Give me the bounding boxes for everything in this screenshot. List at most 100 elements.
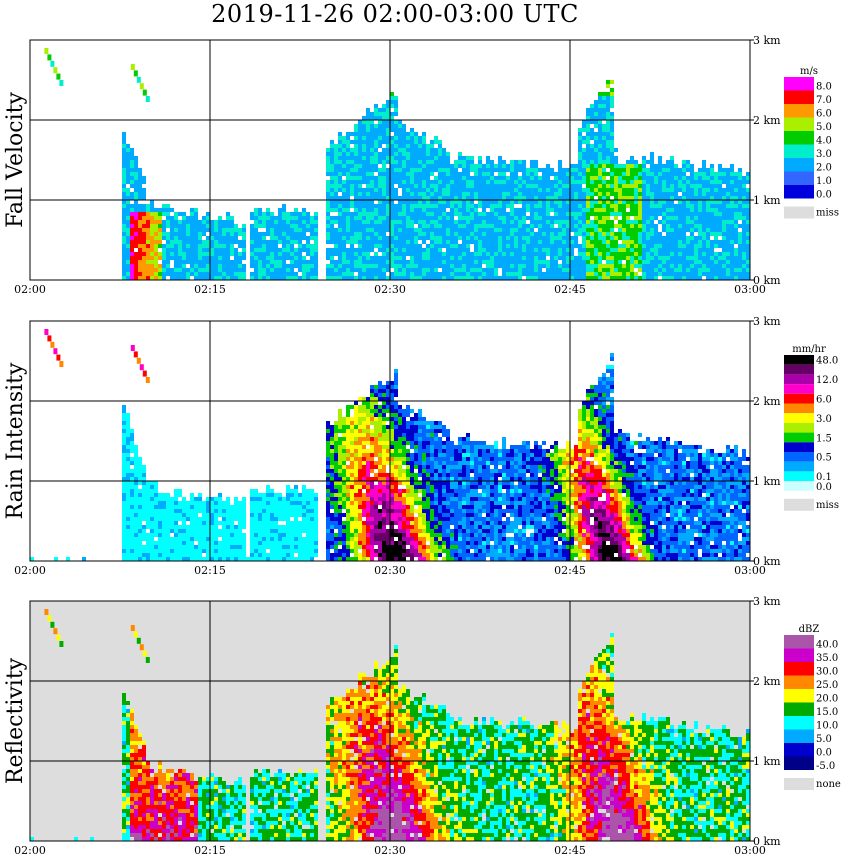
legend-label: 0.0 bbox=[816, 190, 832, 201]
panel-ylabel: Rain Intensity bbox=[3, 362, 28, 519]
legend-label: -5.0 bbox=[816, 761, 835, 772]
legend-swatch bbox=[784, 481, 814, 491]
legend-swatch bbox=[784, 77, 814, 91]
legend-unit: mm/hr bbox=[792, 344, 826, 355]
y-tick-label: 2 km bbox=[753, 114, 781, 127]
legend-swatch bbox=[784, 422, 814, 433]
panel-ylabel: Fall Velocity bbox=[3, 92, 28, 228]
legend-label: 0.1 bbox=[816, 472, 832, 483]
legend-swatch bbox=[784, 743, 814, 757]
x-tick-label: 02:00 bbox=[14, 844, 46, 857]
legend-fall-velocity: m/s 8.0 7.0 6.0 5.0 4.0 3.0 2.0 1.0 0.0 miss bbox=[784, 66, 839, 219]
legend-swatch bbox=[784, 716, 814, 730]
y-tick-label: 1 km bbox=[753, 475, 781, 488]
legend-label: 0.0 bbox=[816, 482, 832, 493]
plot-frame bbox=[29, 320, 751, 562]
x-tick-label: 02:30 bbox=[374, 844, 406, 857]
legend-swatch bbox=[784, 461, 814, 472]
panel-fall-velocity: 02:00 02:15 02:30 02:45 03:00 3 km 2 km 1 km 0 k… bbox=[3, 34, 839, 296]
x-tick-label: 02:45 bbox=[554, 564, 586, 577]
x-tick-label: 02:45 bbox=[554, 844, 586, 857]
legend-label: 4.0 bbox=[816, 136, 832, 147]
legend-label: 25.0 bbox=[816, 680, 838, 691]
legend-label: 30.0 bbox=[816, 667, 838, 678]
legend-label: 0.0 bbox=[816, 748, 832, 759]
y-tick-label: 2 km bbox=[753, 675, 781, 688]
legend-label: 20.0 bbox=[816, 694, 838, 705]
legend-miss-swatch bbox=[784, 778, 814, 790]
y-tick-label: 3 km bbox=[753, 315, 781, 328]
legend-label: 3.0 bbox=[816, 149, 832, 160]
x-tick-label: 03:00 bbox=[734, 844, 766, 857]
legend-miss-label: miss bbox=[816, 208, 839, 219]
x-tick-label: 02:00 bbox=[14, 283, 46, 296]
legend-swatch bbox=[784, 471, 814, 482]
legend-label: 15.0 bbox=[816, 707, 838, 718]
legend-swatch bbox=[784, 413, 814, 423]
x-tick-label: 02:30 bbox=[374, 283, 406, 296]
panel-reflectivity: 02:00 02:15 02:30 02:45 03:00 3 km 2 km 1 km 0 k… bbox=[3, 595, 841, 857]
legend-swatch bbox=[784, 403, 814, 414]
x-tick-label: 03:00 bbox=[734, 283, 766, 296]
legend-swatch bbox=[784, 185, 814, 199]
echo-field bbox=[44, 48, 750, 280]
x-tick-label: 02:15 bbox=[194, 564, 226, 577]
panel-rain-intensity: 02:00 02:15 02:30 02:45 03:00 3 km 2 km 1 km 0 k… bbox=[3, 315, 839, 577]
legend-swatch bbox=[784, 452, 814, 462]
x-tick-label: 02:15 bbox=[194, 844, 226, 857]
y-tick-label: 0 km bbox=[753, 274, 781, 287]
plot-frame bbox=[29, 39, 751, 281]
legend-swatch bbox=[784, 384, 814, 394]
legend-swatch bbox=[784, 702, 814, 716]
echo-field bbox=[30, 329, 750, 561]
legend-swatch bbox=[784, 675, 814, 689]
legend-swatch bbox=[784, 144, 814, 158]
legend-swatch bbox=[784, 374, 814, 385]
legend-swatch bbox=[784, 756, 814, 770]
x-tick-label: 02:15 bbox=[194, 283, 226, 296]
legend-swatch bbox=[784, 393, 814, 404]
legend-swatch bbox=[784, 171, 814, 185]
legend-swatch bbox=[784, 117, 814, 131]
legend-unit: dBZ bbox=[799, 624, 820, 635]
legend-label: 3.0 bbox=[816, 414, 832, 425]
legend-label: 8.0 bbox=[816, 82, 832, 93]
legend-miss-label: miss bbox=[816, 500, 839, 511]
legend-swatch bbox=[784, 729, 814, 743]
plot-frame bbox=[29, 600, 751, 842]
x-tick-label: 02:00 bbox=[14, 564, 46, 577]
legend-swatch bbox=[784, 355, 814, 365]
y-tick-label: 3 km bbox=[753, 34, 781, 47]
legend-miss-swatch bbox=[784, 498, 814, 511]
legend-swatch bbox=[784, 131, 814, 145]
legend-swatch bbox=[784, 90, 814, 104]
echo-field bbox=[30, 609, 750, 841]
y-tick-label: 3 km bbox=[753, 595, 781, 608]
x-tick-label: 02:30 bbox=[374, 564, 406, 577]
legend-swatch bbox=[784, 662, 814, 676]
legend-label: 2.0 bbox=[816, 163, 832, 174]
legend-swatch bbox=[784, 364, 814, 375]
y-tick-label: 0 km bbox=[753, 555, 781, 568]
y-tick-label: 1 km bbox=[753, 194, 781, 207]
legend-swatch bbox=[784, 635, 814, 649]
legend-label: 0.5 bbox=[816, 453, 832, 464]
legend-label: 35.0 bbox=[816, 653, 838, 664]
legend-label: 12.0 bbox=[816, 375, 838, 386]
x-tick-label: 02:45 bbox=[554, 283, 586, 296]
legend-label: 10.0 bbox=[816, 721, 838, 732]
legend-unit: m/s bbox=[800, 66, 818, 77]
legend-label: 1.5 bbox=[816, 433, 832, 444]
legend-label: 40.0 bbox=[816, 640, 838, 651]
legend-miss-label: none bbox=[816, 779, 841, 790]
legend-label: 48.0 bbox=[816, 356, 838, 367]
y-tick-label: 0 km bbox=[753, 835, 781, 848]
legend-swatch bbox=[784, 104, 814, 118]
legend-label: 6.0 bbox=[816, 109, 832, 120]
legend-label: 1.0 bbox=[816, 176, 832, 187]
legend-swatch bbox=[784, 442, 814, 452]
legend-label: 7.0 bbox=[816, 95, 832, 106]
legend-swatch bbox=[784, 158, 814, 172]
